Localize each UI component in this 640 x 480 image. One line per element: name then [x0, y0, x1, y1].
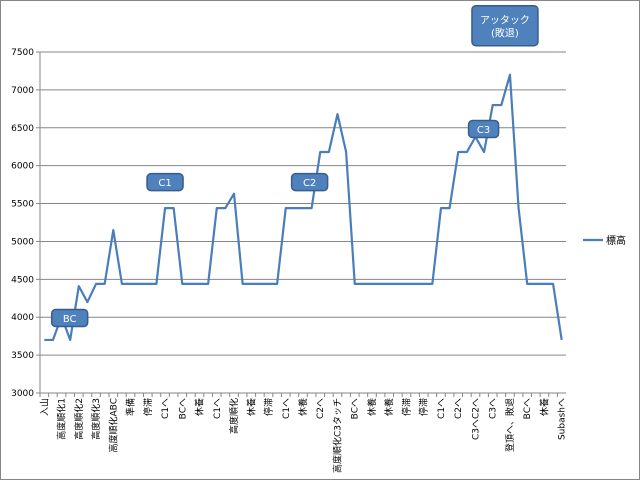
callout-4: C3 — [467, 119, 500, 139]
x-tick-label: C1へ — [161, 398, 171, 419]
x-tick-label: 高度順化3 — [90, 398, 102, 440]
callout-5: アッタック(敗退) — [471, 4, 539, 47]
callout-label-line: BC — [63, 314, 77, 325]
y-tick-label: 6000 — [11, 162, 34, 172]
x-tick-label: 休養 — [538, 398, 550, 416]
x-tick-label: 休養 — [194, 398, 206, 416]
y-tick-label: 5500 — [11, 200, 34, 210]
callout-box — [50, 308, 89, 328]
legend-label: 標高 — [606, 234, 626, 247]
x-tick-label: 停滞 — [418, 398, 430, 416]
y-axis: 3000 3500 4000 4500 5000 5500 6000 6500 7000 7500 — [11, 48, 41, 399]
gridlines — [40, 51, 566, 394]
callout-label-line: アッタック — [480, 15, 530, 27]
callout-box — [467, 119, 500, 139]
callout-label-line: C2 — [303, 178, 316, 189]
x-tick-label: BCへ — [523, 398, 533, 419]
x-axis: 入山 高度順化1 高度順化2 高度順化3 高度順化ABC 準備 停滞 C1へ BCへ 休養 C1へ高… — [39, 392, 568, 473]
y-tick-label: 6500 — [11, 124, 34, 134]
y-tick-label: 7000 — [11, 86, 34, 96]
y-tick-label: 3500 — [11, 351, 34, 361]
callout-label: C1 — [158, 178, 171, 189]
x-tick-label: C1へ — [213, 398, 223, 419]
y-tick-label: 3000 — [11, 389, 34, 399]
x-tick-label: 高度順化ABC — [107, 398, 119, 452]
x-tick-label: 高度順化1 — [56, 398, 68, 440]
x-tick-label: C2へ — [316, 398, 326, 419]
y-tick-label: 5000 — [11, 237, 34, 247]
callout-label-line: C3 — [477, 125, 490, 136]
x-tick-label: C2へ — [454, 398, 464, 419]
x-tick-label: Subashへ — [558, 398, 568, 440]
callouts: BC C1 C2 C3 アッタック(敗退) — [50, 4, 539, 328]
x-tick-label: 停滞 — [142, 398, 154, 416]
y-tick-label: 7500 — [11, 48, 34, 58]
x-tick-label: C3へC2へ — [471, 398, 481, 440]
x-tick-label: 入山 — [39, 398, 50, 416]
callout-3: C2 — [290, 172, 329, 192]
callout-label: アッタック(敗退) — [480, 15, 530, 40]
callout-label-line: C1 — [158, 178, 171, 189]
x-tick-label: 高度順化2 — [73, 398, 85, 440]
x-tick-label: 高度順化 — [228, 398, 240, 434]
callout-box — [290, 172, 329, 192]
callout-label: BC — [63, 314, 77, 325]
x-tick-label: 休養 — [366, 398, 378, 416]
x-tick-label: C1へ — [437, 398, 447, 419]
x-tick-label: 停滞 — [263, 398, 275, 416]
y-tick-label: 4000 — [11, 313, 34, 323]
callout-label: C2 — [303, 178, 316, 189]
x-tick-label: 休養 — [245, 398, 257, 416]
series-line-elevation — [44, 73, 563, 342]
callout-box — [146, 172, 184, 192]
x-tick-label: C3へ — [489, 398, 499, 419]
x-tick-label: 登頂へ、敗退 — [504, 398, 516, 452]
x-tick-label: C1へ — [282, 398, 292, 419]
x-tick-label: 準備 — [125, 398, 137, 416]
callout-1: BC — [50, 308, 89, 328]
legend: 標高 — [583, 234, 626, 247]
x-tick-label: 高度順化C3タッチ — [331, 398, 343, 473]
callout-box — [471, 4, 539, 47]
x-tick-label: BCへ — [178, 398, 188, 419]
y-tick-label: 4500 — [11, 275, 34, 285]
callout-label-line: (敗退) — [491, 27, 519, 40]
x-tick-label: 休養 — [297, 398, 309, 416]
x-tick-label: BCへ — [351, 398, 361, 419]
callout-label: C3 — [477, 125, 490, 136]
series-line — [44, 73, 563, 342]
x-tick-label: 停滞 — [400, 398, 412, 416]
callout-2: C1 — [146, 172, 184, 192]
x-tick-label: 休養 — [383, 398, 395, 416]
